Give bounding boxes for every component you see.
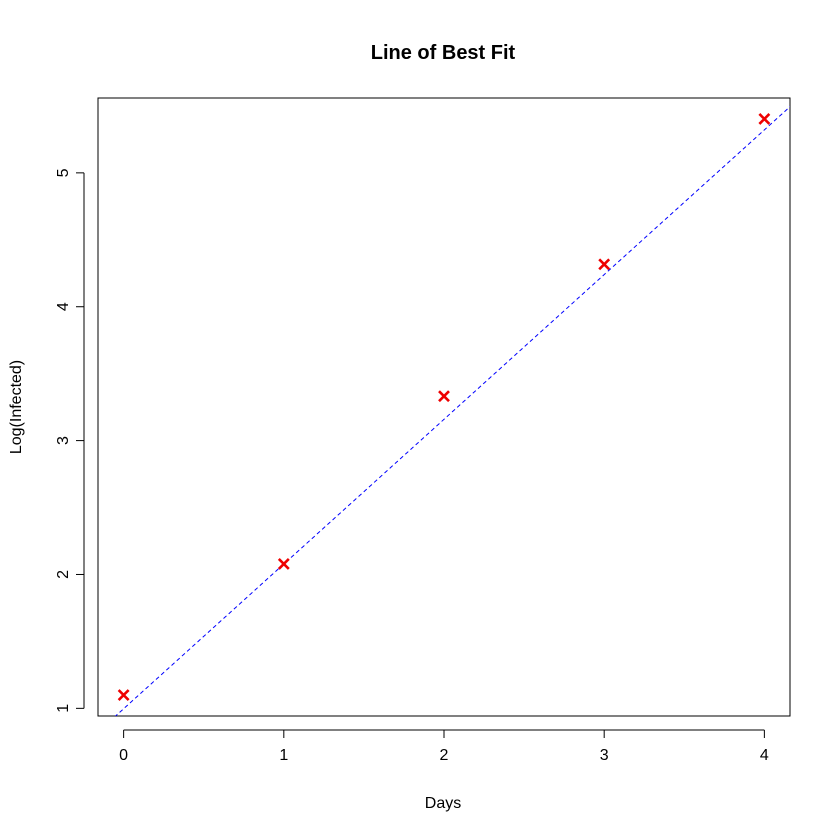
y-tick-label: 5 xyxy=(55,168,72,177)
y-tick-label: 1 xyxy=(55,704,72,713)
x-tick-label: 3 xyxy=(600,747,609,764)
y-tick-label: 4 xyxy=(55,302,72,311)
y-axis-label: Log(Infected) xyxy=(8,360,25,454)
data-points xyxy=(117,112,771,702)
data-point xyxy=(438,390,450,403)
data-point-stroke xyxy=(117,689,130,702)
data-point-stroke xyxy=(598,258,611,271)
data-point xyxy=(598,258,611,271)
data-point xyxy=(277,557,290,570)
y-axis: 1 2 3 4 5 xyxy=(55,168,85,713)
chart-title: Line of Best Fit xyxy=(371,42,516,64)
x-tick-label: 1 xyxy=(279,747,288,764)
x-axis-label: Days xyxy=(425,795,461,812)
x-axis: 0 1 2 3 4 xyxy=(119,729,769,764)
data-point-stroke xyxy=(438,390,450,403)
data-point-stroke xyxy=(277,557,290,570)
x-tick-label: 0 xyxy=(119,747,128,764)
plot-area xyxy=(97,97,791,717)
data-point xyxy=(117,689,130,702)
x-tick-label: 4 xyxy=(760,747,769,764)
data-point-stroke xyxy=(758,112,771,125)
x-tick-label: 2 xyxy=(440,747,449,764)
y-tick-label: 3 xyxy=(55,436,72,445)
data-point xyxy=(758,112,771,125)
y-tick-label: 2 xyxy=(55,570,72,579)
